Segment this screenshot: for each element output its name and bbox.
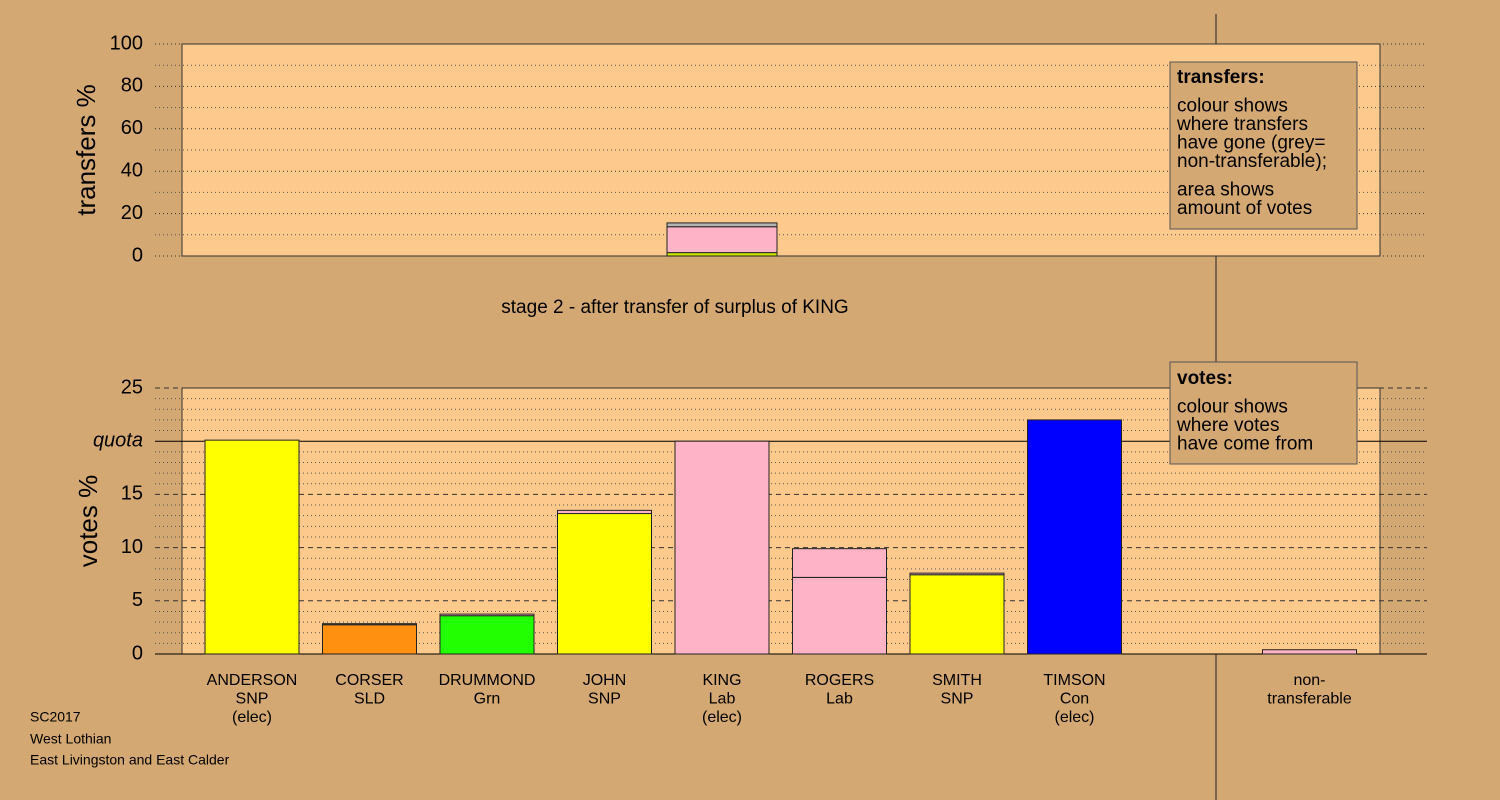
legend-text: where votes bbox=[1176, 415, 1279, 436]
y-tick-label: 5 bbox=[132, 589, 143, 611]
legend-text: amount of votes bbox=[1177, 198, 1312, 219]
y-tick-label: 0 bbox=[132, 244, 143, 266]
bar-segment bbox=[792, 576, 887, 655]
x-tick-label: TIMSON bbox=[1043, 672, 1105, 689]
x-tick-label: Lab bbox=[826, 691, 853, 708]
x-tick-label: SMITH bbox=[932, 672, 982, 689]
bar-segment bbox=[666, 226, 778, 254]
bar-segment bbox=[674, 440, 770, 655]
x-tick-label: SLD bbox=[354, 691, 385, 708]
x-tick-label: (elec) bbox=[232, 709, 272, 726]
x-tick-label: SNP bbox=[588, 691, 621, 708]
x-tick-label: SNP bbox=[941, 691, 974, 708]
x-tick-label: Con bbox=[1060, 691, 1089, 708]
x-tick-label: (elec) bbox=[702, 709, 742, 726]
legend-text: non-transferable); bbox=[1177, 151, 1327, 172]
legend-text: where transfers bbox=[1176, 114, 1308, 135]
bar-segment bbox=[792, 548, 887, 578]
legend-box bbox=[1169, 361, 1358, 465]
bar-segment bbox=[322, 623, 417, 626]
y-tick-label: 10 bbox=[121, 536, 143, 558]
bar-segment bbox=[557, 513, 652, 655]
y-tick-label: 0 bbox=[132, 642, 143, 664]
bar-segment bbox=[557, 509, 652, 515]
legend-text: have come from bbox=[1177, 434, 1313, 455]
x-tick-label: JOHN bbox=[583, 672, 627, 689]
bar-segment bbox=[666, 252, 778, 257]
legend-title: transfers: bbox=[1177, 67, 1265, 88]
bar-segment bbox=[1262, 649, 1357, 655]
bar-segment bbox=[1027, 419, 1122, 655]
x-tick-label: Grn bbox=[474, 691, 501, 708]
x-tick-label: ANDERSON bbox=[207, 672, 298, 689]
x-tick-label: transferable bbox=[1267, 691, 1352, 708]
x-tick-label: DRUMMOND bbox=[439, 672, 536, 689]
legend-box bbox=[1169, 61, 1358, 230]
legend-title: votes: bbox=[1177, 368, 1233, 389]
y-tick-label: quota bbox=[93, 429, 143, 451]
footer-text: SC2017 bbox=[30, 709, 81, 725]
bar-segment bbox=[909, 572, 1005, 576]
x-tick-label: Lab bbox=[709, 691, 736, 708]
bar-segment bbox=[439, 613, 535, 617]
y-axis-label: transfers % bbox=[71, 84, 101, 216]
y-tick-label: 40 bbox=[121, 159, 143, 181]
y-tick-label: 20 bbox=[121, 202, 143, 224]
bar-segment bbox=[666, 222, 778, 228]
y-tick-label: 80 bbox=[121, 75, 143, 97]
legend-text: have gone (grey= bbox=[1177, 133, 1325, 154]
x-tick-label: ROGERS bbox=[805, 672, 874, 689]
y-axis-label: votes % bbox=[73, 475, 103, 568]
bar-segment bbox=[322, 624, 417, 655]
x-tick-label: KING bbox=[702, 672, 741, 689]
footer-text: East Livingston and East Calder bbox=[30, 752, 230, 768]
y-tick-label: 100 bbox=[110, 32, 143, 54]
x-tick-label: non- bbox=[1293, 672, 1325, 689]
y-tick-label: 60 bbox=[121, 117, 143, 139]
footer-text: West Lothian bbox=[30, 731, 111, 747]
legend-text: area shows bbox=[1177, 180, 1274, 201]
bar-segment bbox=[439, 615, 535, 655]
bar-segment bbox=[909, 574, 1005, 655]
y-tick-label: 25 bbox=[121, 376, 143, 398]
x-tick-label: (elec) bbox=[1054, 709, 1094, 726]
y-tick-label: 15 bbox=[121, 483, 143, 505]
bar-segment bbox=[204, 439, 300, 655]
legend-text: colour shows bbox=[1177, 96, 1288, 117]
chart-title: stage 2 - after transfer of surplus of K… bbox=[501, 297, 848, 318]
x-tick-label: SNP bbox=[236, 691, 269, 708]
x-tick-label: CORSER bbox=[335, 672, 403, 689]
legend-text: colour shows bbox=[1177, 397, 1288, 418]
